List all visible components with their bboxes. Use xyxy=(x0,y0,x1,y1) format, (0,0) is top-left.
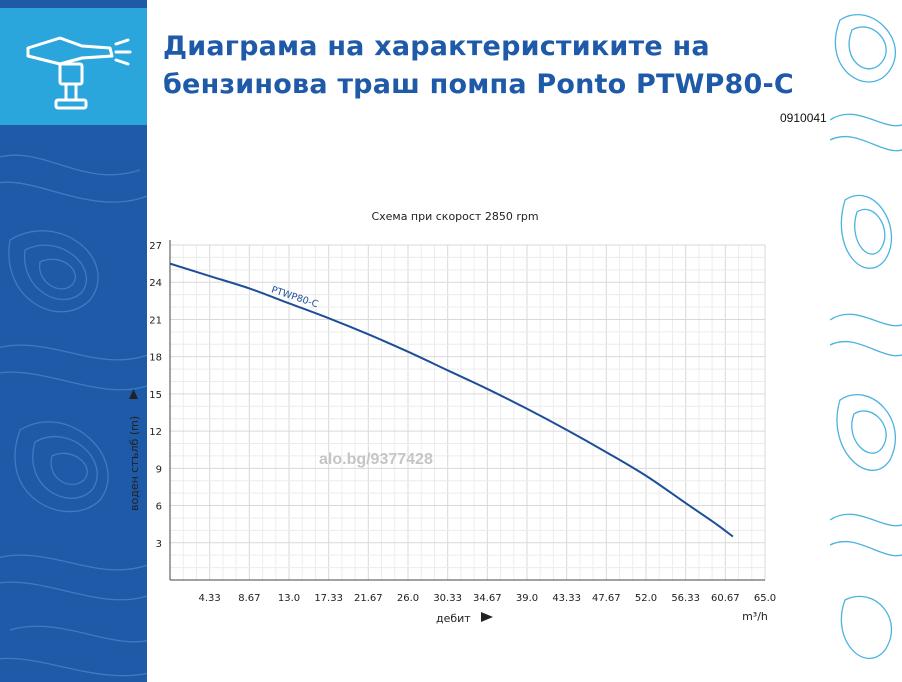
x-tick-label: 21.67 xyxy=(354,593,383,604)
y-tick-label: 15 xyxy=(149,390,162,401)
x-tick-label: 47.67 xyxy=(592,593,621,604)
x-axis-label: дебит xyxy=(436,612,471,625)
page-title: Диаграма на характеристиките на бензинов… xyxy=(163,28,794,104)
x-tick-label: 26.0 xyxy=(397,593,419,604)
y-tick-label: 12 xyxy=(149,427,162,438)
y-tick-label: 21 xyxy=(149,315,162,326)
x-tick-labels: 4.33 8.67 13.0 17.33 21.67 26.0 30.33 34.67 39.0… xyxy=(199,593,777,604)
performance-chart: Схема при скорост 2850 rpm 3 6 9 12 15 18 21 24… xyxy=(128,210,777,625)
x-tick-label: 30.33 xyxy=(433,593,462,604)
logo-box xyxy=(0,8,147,125)
x-tick-label: 60.67 xyxy=(711,593,740,604)
y-tick-label: 24 xyxy=(149,278,162,289)
product-code: 0910041 xyxy=(780,111,827,125)
topo-pattern-right xyxy=(830,14,902,660)
y-tick-label: 27 xyxy=(149,241,162,252)
x-tick-label: 43.33 xyxy=(552,593,581,604)
y-axis-label-group: воден стълб (m) xyxy=(128,389,141,511)
sprinkler-icon xyxy=(26,36,132,110)
x-tick-label: 34.67 xyxy=(473,593,502,604)
watermark: alo.bg/9377428 xyxy=(319,451,433,468)
topo-pattern-left xyxy=(0,154,147,677)
x-tick-label: 39.0 xyxy=(516,593,538,604)
x-tick-label: 65.0 xyxy=(754,593,776,604)
right-decorative-band xyxy=(830,0,902,682)
title-line-2: бензинова траш помпа Ponto PTWP80-C xyxy=(163,69,794,100)
series-line-ptwp80-c xyxy=(169,262,734,538)
x-tick-label: 56.33 xyxy=(671,593,700,604)
y-tick-label: 3 xyxy=(156,539,162,550)
x-tick-label: 52.0 xyxy=(635,593,657,604)
x-tick-label: 8.67 xyxy=(238,593,260,604)
x-axis-unit: m³/h xyxy=(742,610,768,623)
x-axis-label-group: дебит xyxy=(436,612,493,625)
series-layer: PTWP80-C xyxy=(169,262,734,538)
y-axis-arrow-icon xyxy=(129,389,138,399)
y-tick-label: 9 xyxy=(156,464,162,475)
chart-title: Схема при скорост 2850 rpm xyxy=(371,210,538,223)
x-tick-label: 13.0 xyxy=(278,593,300,604)
y-axis-label: воден стълб (m) xyxy=(128,416,141,511)
chart-axes xyxy=(169,240,765,581)
chart-grid xyxy=(169,244,766,581)
y-tick-labels: 3 6 9 12 15 18 21 24 27 xyxy=(149,241,162,550)
x-tick-label: 4.33 xyxy=(199,593,221,604)
x-tick-label: 17.33 xyxy=(314,593,343,604)
y-tick-label: 18 xyxy=(149,353,162,364)
y-tick-label: 6 xyxy=(156,502,162,513)
x-axis-arrow-icon xyxy=(481,612,493,622)
title-line-1: Диаграма на характеристиките на xyxy=(163,31,710,62)
